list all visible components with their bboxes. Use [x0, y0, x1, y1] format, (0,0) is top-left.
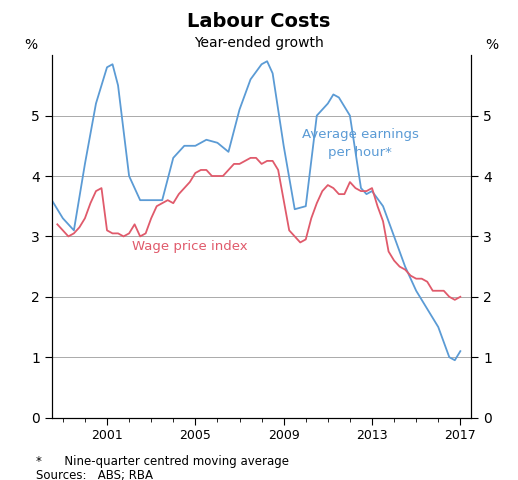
Text: %: % — [24, 37, 38, 51]
Text: Year-ended growth: Year-ended growth — [194, 36, 324, 50]
Text: Labour Costs: Labour Costs — [188, 12, 330, 31]
Text: Wage price index: Wage price index — [133, 240, 248, 253]
Text: %: % — [485, 37, 499, 51]
Text: *      Nine-quarter centred moving average: * Nine-quarter centred moving average — [36, 455, 289, 468]
Text: Average earnings
per hour*: Average earnings per hour* — [302, 128, 419, 159]
Text: Sources:   ABS; RBA: Sources: ABS; RBA — [36, 469, 153, 480]
